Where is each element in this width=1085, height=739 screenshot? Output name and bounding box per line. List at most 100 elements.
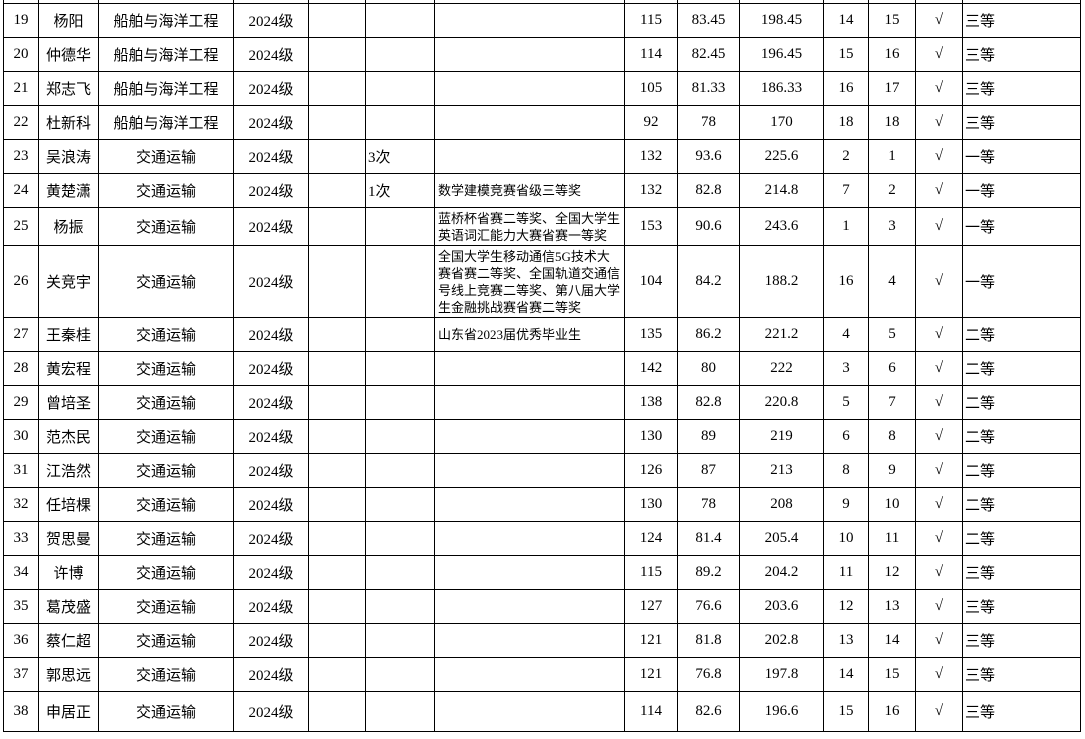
table-row: 36 蔡仁超 交通运输 2024级 121 81.8 202.8 13 14 √ 三等	[3, 623, 1081, 658]
row-number-cell: 33	[3, 521, 39, 556]
award-level-cell: 三等	[962, 555, 1081, 590]
awards-cell	[434, 351, 625, 386]
student-name-cell: 关竞宇	[38, 245, 99, 318]
student-name-cell: 任培棵	[38, 487, 99, 522]
score-1-cell: 115	[624, 555, 678, 590]
rank-1-cell: 12	[823, 589, 869, 624]
table-row: 23 吴浪涛 交通运输 2024级 3次 132 93.6 225.6 2 1 √ 一等	[3, 139, 1081, 174]
rank-1-cell: 15	[823, 691, 869, 732]
major-cell: 船舶与海洋工程	[98, 3, 234, 38]
row-number-cell: 36	[3, 623, 39, 658]
rank-2-cell: 2	[868, 173, 916, 208]
blank-column-cell	[308, 419, 366, 454]
count-column-cell	[365, 207, 435, 246]
grade-cell: 2024级	[233, 173, 309, 208]
grade-cell: 2024级	[233, 317, 309, 352]
rank-1-cell: 1	[823, 207, 869, 246]
rank-2-cell: 4	[868, 245, 916, 318]
rank-1-cell: 16	[823, 71, 869, 106]
score-1-cell: 114	[624, 37, 678, 72]
count-column-cell	[365, 351, 435, 386]
grade-cell: 2024级	[233, 657, 309, 692]
awards-cell: 山东省2023届优秀毕业生	[434, 317, 625, 352]
major-cell: 船舶与海洋工程	[98, 105, 234, 140]
score-2-cell: 87	[677, 453, 740, 488]
total-score-cell: 221.2	[739, 317, 824, 352]
count-column-cell	[365, 419, 435, 454]
score-2-cell: 76.8	[677, 657, 740, 692]
rank-2-cell: 14	[868, 623, 916, 658]
score-2-cell: 83.45	[677, 3, 740, 38]
score-1-cell: 153	[624, 207, 678, 246]
student-name-cell: 王秦桂	[38, 317, 99, 352]
row-number-cell: 29	[3, 385, 39, 420]
scholarship-table: 19 杨阳 船舶与海洋工程 2024级 115 83.45 198.45 14 15 √ 三等 20 仲…	[3, 0, 1081, 732]
grade-cell: 2024级	[233, 71, 309, 106]
row-number-cell: 19	[3, 3, 39, 38]
score-1-cell: 127	[624, 589, 678, 624]
major-cell: 交通运输	[98, 317, 234, 352]
count-column-cell	[365, 317, 435, 352]
rank-1-cell: 16	[823, 245, 869, 318]
rank-2-cell: 18	[868, 105, 916, 140]
rank-1-cell: 13	[823, 623, 869, 658]
grade-cell: 2024级	[233, 589, 309, 624]
table-row: 21 郑志飞 船舶与海洋工程 2024级 105 81.33 186.33 16 17 √ 三等	[3, 71, 1081, 106]
major-cell: 交通运输	[98, 691, 234, 732]
grade-cell: 2024级	[233, 139, 309, 174]
score-2-cell: 90.6	[677, 207, 740, 246]
award-level-cell: 三等	[962, 691, 1081, 732]
score-1-cell: 130	[624, 419, 678, 454]
blank-column-cell	[308, 589, 366, 624]
count-column-cell	[365, 521, 435, 556]
award-level-cell: 一等	[962, 173, 1081, 208]
check-mark-cell: √	[915, 173, 963, 208]
blank-column-cell	[308, 245, 366, 318]
table-row: 20 仲德华 船舶与海洋工程 2024级 114 82.45 196.45 15 16 √ 三等	[3, 37, 1081, 72]
student-name-cell: 黄宏程	[38, 351, 99, 386]
awards-cell	[434, 3, 625, 38]
score-1-cell: 130	[624, 487, 678, 522]
row-number-cell: 27	[3, 317, 39, 352]
score-2-cell: 78	[677, 487, 740, 522]
blank-column-cell	[308, 555, 366, 590]
count-column-cell	[365, 487, 435, 522]
award-level-cell: 三等	[962, 657, 1081, 692]
award-level-cell: 三等	[962, 71, 1081, 106]
award-level-cell: 三等	[962, 623, 1081, 658]
awards-cell: 蓝桥杯省赛二等奖、全国大学生英语词汇能力大赛省赛一等奖	[434, 207, 625, 246]
student-name-cell: 郭思远	[38, 657, 99, 692]
awards-cell	[434, 657, 625, 692]
row-number-cell: 38	[3, 691, 39, 732]
grade-cell: 2024级	[233, 487, 309, 522]
table-row: 37 郭思远 交通运输 2024级 121 76.8 197.8 14 15 √ 三等	[3, 657, 1081, 692]
check-mark-cell: √	[915, 385, 963, 420]
rank-1-cell: 10	[823, 521, 869, 556]
blank-column-cell	[308, 521, 366, 556]
score-2-cell: 84.2	[677, 245, 740, 318]
grade-cell: 2024级	[233, 37, 309, 72]
rank-2-cell: 12	[868, 555, 916, 590]
blank-column-cell	[308, 487, 366, 522]
table-row: 19 杨阳 船舶与海洋工程 2024级 115 83.45 198.45 14 15 √ 三等	[3, 3, 1081, 38]
awards-cell	[434, 521, 625, 556]
rank-2-cell: 3	[868, 207, 916, 246]
row-number-cell: 31	[3, 453, 39, 488]
score-2-cell: 89.2	[677, 555, 740, 590]
grade-cell: 2024级	[233, 245, 309, 318]
award-level-cell: 三等	[962, 3, 1081, 38]
rank-2-cell: 5	[868, 317, 916, 352]
student-name-cell: 仲德华	[38, 37, 99, 72]
major-cell: 交通运输	[98, 419, 234, 454]
grade-cell: 2024级	[233, 521, 309, 556]
grade-cell: 2024级	[233, 419, 309, 454]
row-number-cell: 32	[3, 487, 39, 522]
awards-cell	[434, 453, 625, 488]
score-2-cell: 89	[677, 419, 740, 454]
count-column-cell	[365, 453, 435, 488]
total-score-cell: 214.8	[739, 173, 824, 208]
score-2-cell: 80	[677, 351, 740, 386]
rank-1-cell: 11	[823, 555, 869, 590]
row-number-cell: 20	[3, 37, 39, 72]
award-level-cell: 一等	[962, 139, 1081, 174]
